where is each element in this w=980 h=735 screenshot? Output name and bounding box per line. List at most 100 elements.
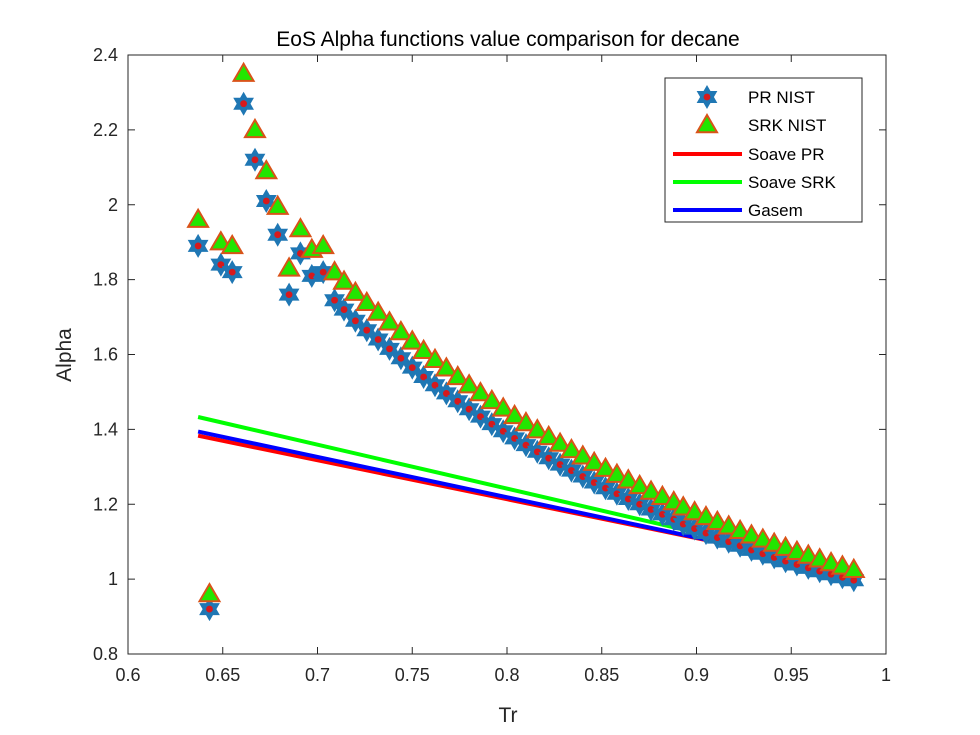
chart-title: EoS Alpha functions value comparison for… bbox=[276, 28, 739, 51]
pr-nist-point bbox=[549, 452, 571, 477]
srk-nist-point bbox=[186, 207, 210, 228]
marker-center bbox=[240, 100, 247, 108]
y-tick-label: 2 bbox=[108, 195, 118, 215]
marker-center bbox=[194, 242, 202, 250]
pr-nist-point bbox=[278, 282, 300, 307]
srk-nist-point bbox=[559, 437, 584, 459]
pr-nist-point bbox=[267, 222, 289, 247]
marker-center bbox=[397, 354, 405, 362]
marker-center bbox=[602, 484, 609, 492]
x-tick-label: 0.85 bbox=[584, 665, 619, 685]
srk-nist-point bbox=[220, 233, 244, 255]
pr-nist-point bbox=[333, 297, 355, 322]
srk-nist-point bbox=[400, 329, 424, 350]
pr-nist-point bbox=[187, 233, 209, 258]
marker-center bbox=[352, 317, 359, 325]
pr-nist-point bbox=[356, 318, 378, 343]
legend-label: SRK NIST bbox=[748, 116, 826, 135]
y-tick-label: 1 bbox=[108, 569, 118, 589]
srk-nist-point bbox=[389, 320, 413, 341]
marker-center bbox=[590, 479, 598, 486]
srk-nist-point bbox=[480, 388, 504, 410]
srk-nist-point bbox=[411, 338, 436, 359]
pr-nist-point bbox=[324, 288, 345, 313]
marker-center bbox=[274, 231, 282, 239]
y-tick-label: 2.2 bbox=[93, 120, 118, 140]
srk-nist-point bbox=[842, 557, 866, 578]
srk-nist-point bbox=[311, 233, 335, 255]
marker-center bbox=[251, 156, 259, 164]
marker-center bbox=[340, 306, 348, 313]
marker-center bbox=[206, 605, 213, 613]
srk-nist-point bbox=[639, 479, 663, 500]
pr-nist-point bbox=[379, 336, 400, 361]
x-axis-label: Tr bbox=[498, 704, 517, 727]
srk-nist-point bbox=[231, 61, 256, 82]
plot-area bbox=[186, 61, 866, 622]
pr-nist-point bbox=[244, 147, 266, 172]
srk-nist-point bbox=[627, 473, 652, 495]
srk-nist-point bbox=[525, 418, 550, 439]
marker-center bbox=[568, 467, 575, 474]
srk-nist-point bbox=[343, 280, 368, 301]
srk-nist-point bbox=[694, 504, 718, 526]
legend-marker-srk-nist bbox=[695, 113, 719, 134]
pr-nist-point bbox=[390, 346, 412, 371]
marker-center bbox=[442, 390, 450, 397]
marker-center bbox=[408, 364, 416, 372]
srk-nist-point bbox=[605, 462, 629, 483]
legend-label: PR NIST bbox=[748, 88, 815, 107]
srk-nist-point bbox=[445, 364, 470, 386]
srk-nist-point bbox=[277, 256, 301, 277]
srk-nist-point bbox=[514, 411, 538, 432]
srk-nist-point bbox=[682, 500, 707, 521]
marker-center bbox=[556, 461, 564, 468]
marker-center bbox=[386, 345, 393, 353]
srk-nist-point bbox=[468, 381, 493, 402]
y-tick-label: 1.6 bbox=[93, 345, 118, 365]
x-tick-label: 0.9 bbox=[684, 665, 709, 685]
marker-center bbox=[691, 525, 699, 532]
marker-center bbox=[679, 520, 687, 528]
srk-nist-point bbox=[366, 300, 390, 321]
pr-nist-point bbox=[401, 355, 423, 380]
srk-nist-point bbox=[491, 396, 515, 417]
srk-nist-point bbox=[243, 117, 267, 139]
marker-center bbox=[703, 93, 711, 101]
srk-nist-point bbox=[434, 356, 459, 377]
marker-center bbox=[431, 381, 439, 389]
marker-center bbox=[285, 291, 293, 298]
legend-label: Soave SRK bbox=[748, 173, 837, 192]
pr-nist-point bbox=[221, 260, 243, 285]
y-tick-label: 1.4 bbox=[93, 419, 118, 439]
pr-nist-point bbox=[199, 597, 220, 622]
marker-center bbox=[319, 268, 327, 276]
marker-center bbox=[636, 500, 644, 508]
srk-nist-point bbox=[536, 424, 561, 446]
y-tick-label: 1.2 bbox=[93, 494, 118, 514]
pr-nist-point bbox=[255, 189, 277, 213]
srk-nist-point bbox=[197, 582, 222, 603]
srk-nist-point bbox=[423, 347, 447, 368]
x-tick-label: 0.6 bbox=[115, 665, 140, 685]
srk-nist-point bbox=[254, 159, 279, 180]
y-tick-label: 1.8 bbox=[93, 270, 118, 290]
marker-center bbox=[228, 268, 236, 276]
srk-nist-point bbox=[705, 509, 730, 531]
x-tick-label: 0.7 bbox=[305, 665, 330, 685]
y-tick-label: 0.8 bbox=[93, 644, 118, 664]
srk-nist-point bbox=[716, 514, 741, 535]
pr-nist-point bbox=[233, 91, 254, 116]
legend-marker-pr-nist bbox=[696, 84, 718, 110]
x-tick-label: 1 bbox=[881, 665, 891, 685]
marker-center bbox=[579, 473, 587, 480]
y-axis-label: Alpha bbox=[53, 328, 76, 382]
legend: PR NIST SRK NIST Soave PR Soave SRK Gasem bbox=[664, 77, 863, 223]
srk-nist-point bbox=[502, 403, 527, 425]
marker-center bbox=[658, 510, 666, 518]
srk-nist-point bbox=[322, 260, 347, 281]
srk-nist-point bbox=[762, 531, 786, 552]
marker-center bbox=[363, 326, 371, 334]
marker-center bbox=[262, 197, 270, 205]
